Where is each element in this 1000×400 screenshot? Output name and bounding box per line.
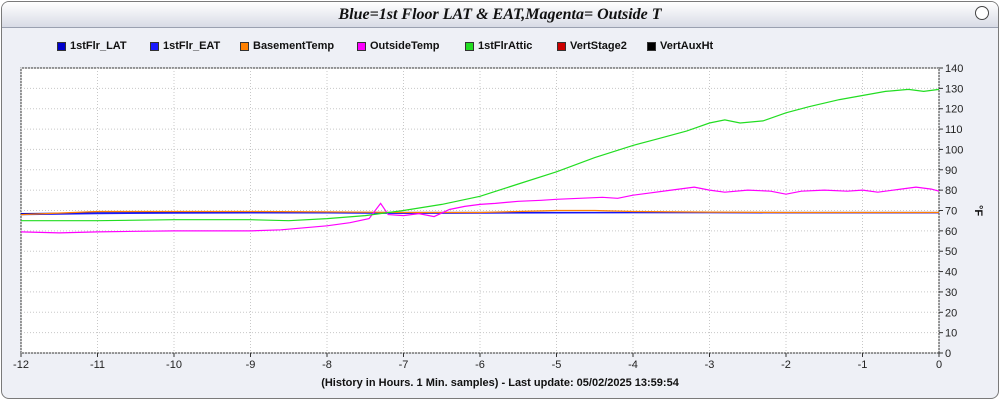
x-tick-label: -10 [166, 359, 182, 371]
y-tick-label: 70 [945, 206, 957, 218]
legend-label: OutsideTemp [370, 40, 440, 52]
legend-label: VertAuxHt [660, 40, 714, 52]
legend-label: 1stFlrAttic [478, 40, 533, 52]
legend-swatch [465, 42, 474, 51]
x-tick-label: -3 [705, 359, 715, 371]
y-tick-label: 100 [945, 144, 963, 156]
legend-swatch [240, 42, 249, 51]
x-tick-label: -11 [90, 359, 105, 371]
x-tick-label: -5 [552, 359, 562, 371]
legend-swatch [150, 42, 159, 51]
title-bar: Blue=1st Floor LAT & EAT,Magenta= Outsid… [2, 2, 998, 28]
y-tick-label: 120 [945, 104, 963, 116]
y-tick-label: 60 [945, 226, 957, 238]
x-tick-label: -2 [781, 359, 791, 371]
y-tick-label: 10 [945, 328, 957, 340]
y-tick-label: 30 [945, 287, 957, 299]
legend-label: 1stFlr_LAT [70, 40, 127, 52]
y-axis-label: °F [972, 205, 984, 216]
legend-label: BasementTemp [253, 40, 335, 52]
y-tick-label: 90 [945, 165, 957, 177]
x-tick-label: -9 [246, 359, 256, 371]
x-tick-label: 0 [936, 359, 942, 371]
legend-label: 1stFlr_EAT [163, 40, 221, 52]
x-tick-label: -8 [322, 359, 332, 371]
y-tick-label: 50 [945, 246, 957, 258]
y-tick-label: 80 [945, 185, 957, 197]
x-tick-label: -12 [13, 359, 29, 371]
y-tick-label: 20 [945, 307, 957, 319]
legend-label: VertStage2 [570, 40, 627, 52]
series-line-1stflrattic [21, 88, 940, 222]
y-tick-label: 110 [945, 124, 963, 136]
series-line-basementtemp [20, 209, 939, 216]
legend-swatch [647, 42, 656, 51]
x-tick-label: -6 [475, 359, 485, 371]
close-button[interactable] [975, 6, 989, 20]
y-tick-label: 0 [945, 348, 951, 360]
x-tick-label: -7 [399, 359, 409, 371]
chart-title: Blue=1st Floor LAT & EAT,Magenta= Outsid… [338, 6, 662, 23]
y-tick-label: 140 [945, 63, 963, 75]
legend-swatch [357, 42, 366, 51]
y-tick-label: 40 [945, 267, 957, 279]
footer-note: (History in Hours. 1 Min. samples) - Las… [321, 377, 679, 389]
legend-swatch [557, 42, 566, 51]
series-line-outsidetemp [20, 186, 940, 234]
x-tick-label: -1 [858, 359, 868, 371]
legend-swatch [57, 42, 66, 51]
x-tick-label: -4 [628, 359, 638, 371]
y-tick-label: 130 [945, 83, 963, 95]
